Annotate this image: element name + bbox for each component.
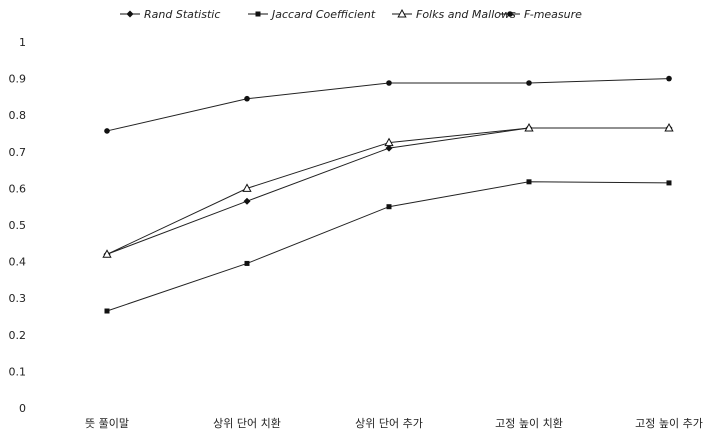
data-point-rand-statistic: [243, 197, 251, 205]
data-point-folks-and-mallows: [102, 249, 112, 258]
y-tick-label: 0.5: [9, 219, 27, 232]
data-point-f-measure: [104, 128, 110, 134]
data-point-f-measure: [666, 75, 672, 82]
legend-marker-folks-and-mallows: [397, 8, 407, 18]
legend: Rand Statistic Jaccard Coefficient Folks a…: [120, 8, 582, 21]
data-point-jaccard-coefficient: [666, 180, 672, 186]
y-tick-label: 0.7: [9, 146, 27, 159]
series-line-jaccard-coefficient: [106, 181, 670, 312]
data-point-f-measure: [386, 80, 392, 86]
data-point-jaccard-coefficient: [386, 204, 392, 210]
legend-marker-f-measure: [507, 11, 513, 17]
legend-label-jaccard-coefficient: Jaccard Coefficient: [270, 8, 376, 21]
legend-marker-rand-statistic: [126, 10, 134, 18]
x-category-label: 상위 단어 추가: [355, 417, 423, 430]
x-category-label: 고정 높이 치환: [495, 417, 563, 430]
x-category-label: 뜻 풀이말: [85, 417, 129, 430]
data-point-folks-and-mallows: [524, 122, 534, 132]
x-category-label: 고정 높이 추가: [635, 417, 703, 430]
data-point-folks-and-mallows: [242, 183, 252, 192]
y-tick-label: 1: [19, 36, 26, 49]
x-axis-categories: 뜻 풀이말 상위 단어 치환 상위 단어 추가 고정 높이 치환 고정 높이 추가: [85, 417, 703, 430]
y-tick-label: 0: [19, 402, 26, 415]
y-tick-label: 0.4: [9, 256, 27, 269]
y-tick-label: 0.2: [9, 329, 27, 342]
series-line-f-measure: [106, 78, 670, 132]
y-tick-label: 0.3: [9, 292, 27, 305]
y-tick-label: 0.1: [9, 365, 27, 378]
legend-label-rand-statistic: Rand Statistic: [144, 8, 220, 21]
data-point-folks-and-mallows: [384, 137, 394, 147]
data-point-f-measure: [526, 80, 532, 86]
legend-marker-jaccard-coefficient: [255, 11, 261, 17]
data-point-jaccard-coefficient: [244, 260, 250, 266]
x-category-label: 상위 단어 치환: [213, 417, 281, 430]
data-point-f-measure: [244, 95, 250, 102]
y-tick-label: 0.8: [9, 109, 27, 122]
data-point-rand-statistic: [385, 144, 393, 152]
y-tick-label: 0.6: [9, 182, 27, 195]
legend-label-folks-and-mallows: Folks and Mallows: [416, 8, 516, 21]
series-markers: [102, 75, 674, 314]
data-point-folks-and-mallows: [664, 122, 674, 132]
y-axis-ticks: 0 0.1 0.2 0.3 0.4 0.5 0.6 0.7 0.8 0.9 1: [9, 36, 27, 415]
data-point-jaccard-coefficient: [526, 179, 532, 185]
legend-label-f-measure: F-measure: [524, 8, 582, 21]
series-lines: [106, 78, 670, 312]
y-tick-label: 0.9: [9, 73, 27, 86]
data-point-jaccard-coefficient: [104, 308, 110, 314]
